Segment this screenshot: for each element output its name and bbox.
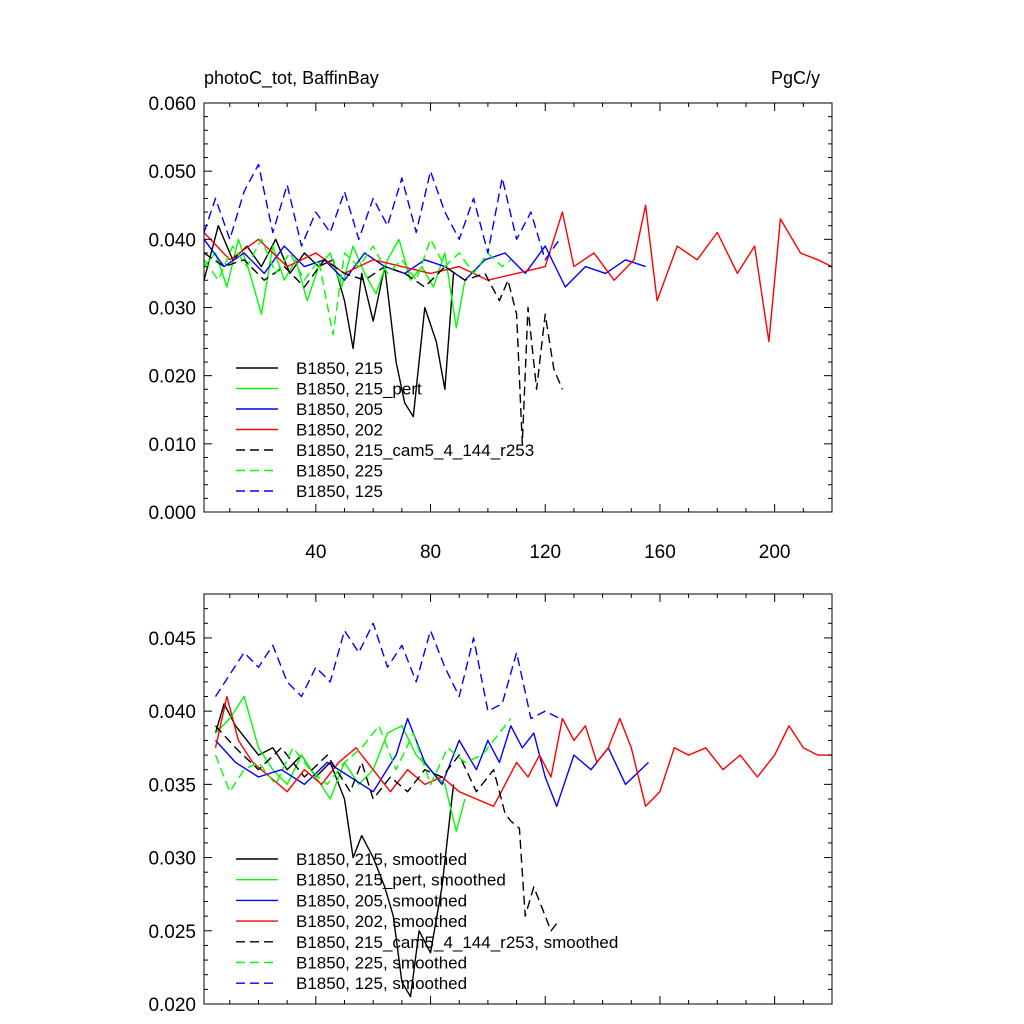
legend-label-1-1: B1850, 215_pert, smoothed xyxy=(296,871,506,890)
plot-title: photoC_tot, BaffinBay xyxy=(204,68,379,89)
legend-label-1-6: B1850, 125, smoothed xyxy=(296,974,467,993)
legend-label-0-3: B1850, 202 xyxy=(296,421,383,440)
y-tick-label-0-4: 0.040 xyxy=(148,230,196,251)
x-tick-label-0-4: 200 xyxy=(759,542,791,563)
series-line-1-5 xyxy=(214,718,512,793)
y-tick-label-0-1: 0.010 xyxy=(148,435,196,456)
series-line-0-4 xyxy=(203,252,564,445)
series-line-1-1 xyxy=(214,695,466,832)
y-tick-label-0-6: 0.060 xyxy=(148,94,196,115)
series-line-1-2 xyxy=(214,717,649,807)
y-tick-label-0-0: 0.000 xyxy=(148,503,196,524)
series-line-0-3 xyxy=(203,204,833,343)
legend-label-1-5: B1850, 225, smoothed xyxy=(296,954,467,973)
y-tick-label-0-5: 0.050 xyxy=(148,162,196,183)
legend-label-0-2: B1850, 205 xyxy=(296,400,383,419)
top-panel: 0.000 0.010 0.020 0.030 0.040 0.050 0.060 40 80 1… xyxy=(148,94,833,563)
legend-label-0-6: B1850, 125 xyxy=(296,482,383,501)
y-tick-label-1-5: 0.045 xyxy=(148,629,196,650)
y-tick-label-0-2: 0.020 xyxy=(148,367,196,388)
legend-label-1-4: B1850, 215_cam5_4_144_r253, smoothed xyxy=(296,933,618,952)
y-tick-label-1-0: 0.020 xyxy=(148,995,196,1016)
legend-label-0-1: B1850, 215_pert xyxy=(296,380,422,399)
units-label: PgC/y xyxy=(771,68,820,88)
series-line-1-6 xyxy=(214,622,560,720)
series-line-0-5 xyxy=(203,238,512,336)
y-tick-label-1-4: 0.040 xyxy=(148,702,196,723)
legend-label-1-2: B1850, 205, smoothed xyxy=(296,891,467,910)
series-line-1-0 xyxy=(214,703,455,998)
y-tick-label-0-3: 0.030 xyxy=(148,299,196,320)
bottom-panel: 0.020 0.025 0.030 0.035 0.040 0.045 B1850, 215… xyxy=(148,593,833,1016)
legend-label-1-3: B1850, 202, smoothed xyxy=(296,912,467,931)
y-tick-label-1-3: 0.035 xyxy=(148,775,196,796)
legend-label-1-0: B1850, 215, smoothed xyxy=(296,850,467,869)
y-tick-label-1-2: 0.030 xyxy=(148,849,196,870)
series-line-1-3 xyxy=(214,695,832,807)
legend-label-0-4: B1850, 215_cam5_4_144_r253 xyxy=(296,441,534,460)
series-line-0-1 xyxy=(203,238,466,329)
series-line-0-2 xyxy=(203,238,646,288)
x-tick-label-0-0: 40 xyxy=(305,542,326,563)
series-line-0-6 xyxy=(203,163,561,261)
legend-label-0-0: B1850, 215 xyxy=(296,359,383,378)
legend-label-0-5: B1850, 225 xyxy=(296,462,383,481)
x-tick-label-0-1: 80 xyxy=(420,542,441,563)
series-line-0-0 xyxy=(203,224,455,418)
x-tick-label-0-3: 160 xyxy=(644,542,676,563)
y-tick-label-1-1: 0.025 xyxy=(148,922,196,943)
x-tick-label-0-2: 120 xyxy=(529,542,561,563)
